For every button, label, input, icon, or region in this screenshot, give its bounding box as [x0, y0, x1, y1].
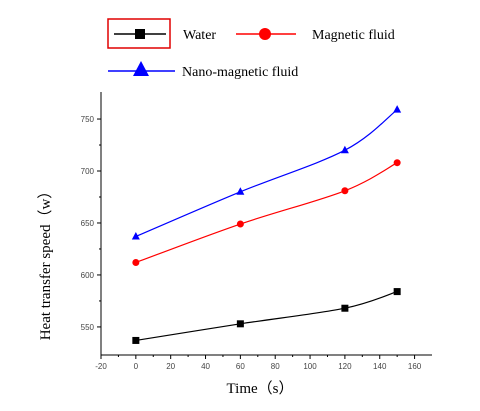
x-axis-title: Time（s）: [227, 380, 294, 397]
x-axis-ticks: -20 0 20 40 60 80 100 120 140 160: [95, 355, 422, 371]
y-tick-label: 550: [81, 323, 95, 332]
data-point-square: [341, 304, 349, 312]
legend-item-nano-magnetic-fluid: Nano-magnetic fluid: [108, 61, 298, 80]
legend-item-magnetic-fluid: Magnetic fluid: [236, 28, 395, 43]
data-point-square: [393, 288, 401, 296]
y-axis-title: Heat transfer speed（w）: [37, 184, 54, 341]
series-line-1: [135, 162, 398, 264]
legend-magnetic-circle-icon: [259, 28, 271, 40]
legend-label-magnetic-fluid: Magnetic fluid: [312, 28, 395, 43]
legend-water-square-icon: [135, 29, 145, 39]
x-tick-label: 20: [166, 362, 175, 371]
data-point-triangle: [131, 231, 140, 240]
series-line-2: [135, 109, 398, 238]
y-tick-label: 650: [81, 219, 95, 228]
y-tick-label: 700: [81, 167, 95, 176]
legend-label-nano-magnetic-fluid: Nano-magnetic fluid: [182, 65, 298, 80]
x-tick-label: 60: [236, 362, 245, 371]
data-point-circle: [393, 159, 401, 167]
data-point-square: [132, 336, 140, 344]
legend-item-water: Water: [114, 28, 216, 43]
legend-highlight-box: [107, 18, 171, 49]
data-point-triangle: [236, 187, 245, 195]
data-point-triangle: [393, 105, 402, 113]
x-tick-label: 140: [373, 362, 387, 371]
x-tick-label: -20: [95, 362, 107, 371]
legend-nano-triangle-icon: [133, 61, 149, 76]
series-line-0: [135, 291, 398, 342]
y-tick-label: 600: [81, 271, 95, 280]
data-point-circle: [132, 258, 140, 266]
series-layer: [131, 105, 402, 344]
data-point-square: [236, 320, 244, 328]
plot-axes: [100, 92, 432, 356]
y-tick-label: 750: [81, 115, 95, 124]
x-tick-label: 0: [134, 362, 139, 371]
x-tick-label: 120: [338, 362, 352, 371]
x-tick-label: 160: [408, 362, 422, 371]
chart-legend: Water Magnetic fluid Nano-magnetic fluid: [107, 18, 395, 80]
x-tick-label: 80: [271, 362, 280, 371]
data-point-triangle: [340, 145, 349, 154]
y-axis-ticks: 550 600 650 700 750: [81, 115, 101, 332]
data-point-circle: [341, 187, 349, 195]
data-point-circle: [236, 220, 244, 228]
x-tick-label: 100: [303, 362, 317, 371]
legend-label-water: Water: [183, 28, 216, 43]
x-tick-label: 40: [201, 362, 210, 371]
